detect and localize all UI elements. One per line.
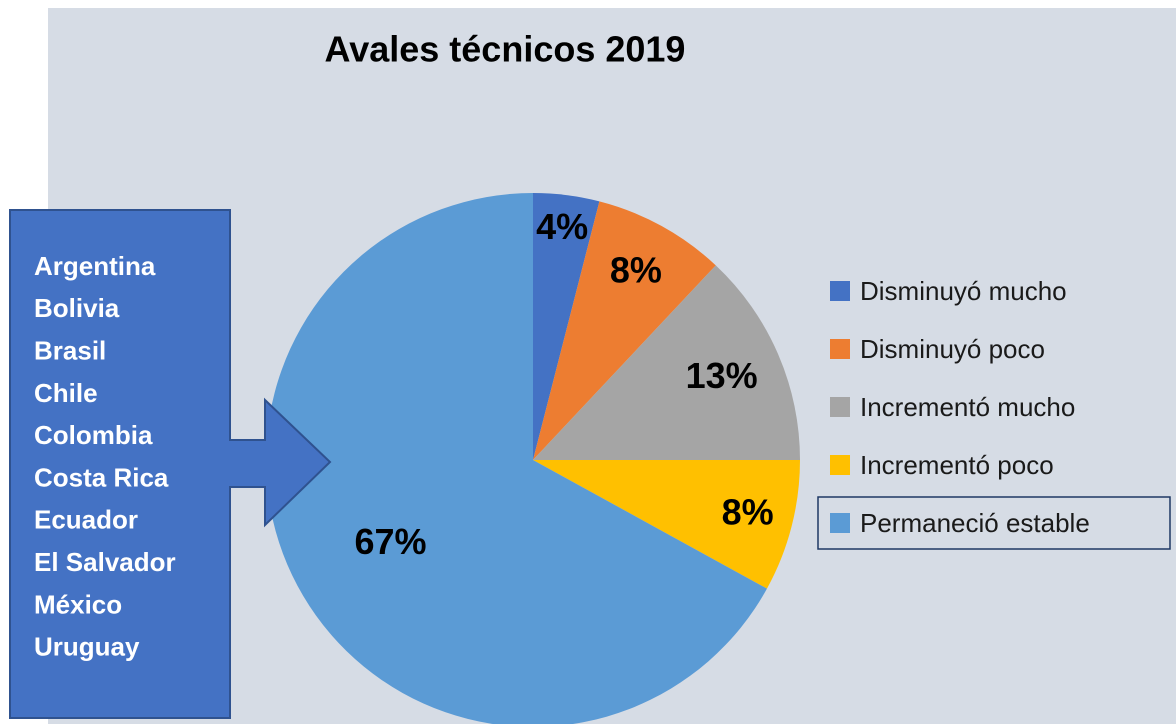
legend-swatch — [830, 513, 850, 533]
data-label: 4% — [536, 206, 588, 247]
pie-slice — [533, 201, 716, 460]
legend-label: Disminuyó mucho — [860, 276, 1067, 306]
legend-swatch — [830, 397, 850, 417]
legend-swatch — [830, 281, 850, 301]
pie-slice — [533, 265, 800, 460]
legend-label: Incrementó mucho — [860, 392, 1075, 422]
country: El Salvador — [34, 547, 176, 577]
country: Argentina — [34, 251, 156, 281]
legend-swatch — [830, 455, 850, 475]
legend-selection — [817, 496, 1171, 550]
legend-label: Permaneció estable — [860, 508, 1090, 538]
callout — [9, 209, 332, 719]
pie-slice — [533, 460, 801, 589]
data-label: 8% — [722, 492, 774, 533]
data-label: 8% — [610, 249, 662, 290]
legend-label: Incrementó poco — [860, 450, 1054, 480]
legend-swatch — [830, 339, 850, 359]
pie-slice — [533, 193, 600, 460]
legend-label: Disminuyó poco — [860, 334, 1045, 364]
country: Costa Rica — [34, 462, 169, 492]
country: Colombia — [34, 420, 153, 450]
chart-title: Avales técnicos 2019 — [325, 29, 686, 70]
country: Brasil — [34, 335, 106, 365]
data-label: 67% — [354, 521, 426, 562]
pie-slice — [266, 193, 767, 724]
pie: 4% 8% 13% 8% 67% — [266, 193, 801, 724]
country: Bolivia — [34, 293, 120, 323]
country: Ecuador — [34, 505, 138, 535]
country: México — [34, 589, 122, 619]
country: Chile — [34, 378, 98, 408]
callout-text: Argentina Bolivia Brasil Chile Colombia Costa… — [34, 251, 176, 662]
data-label: 13% — [686, 355, 758, 396]
legend: Disminuyó mucho Disminuyó poco Incrementó … — [830, 276, 1090, 538]
country: Uruguay — [34, 632, 140, 662]
